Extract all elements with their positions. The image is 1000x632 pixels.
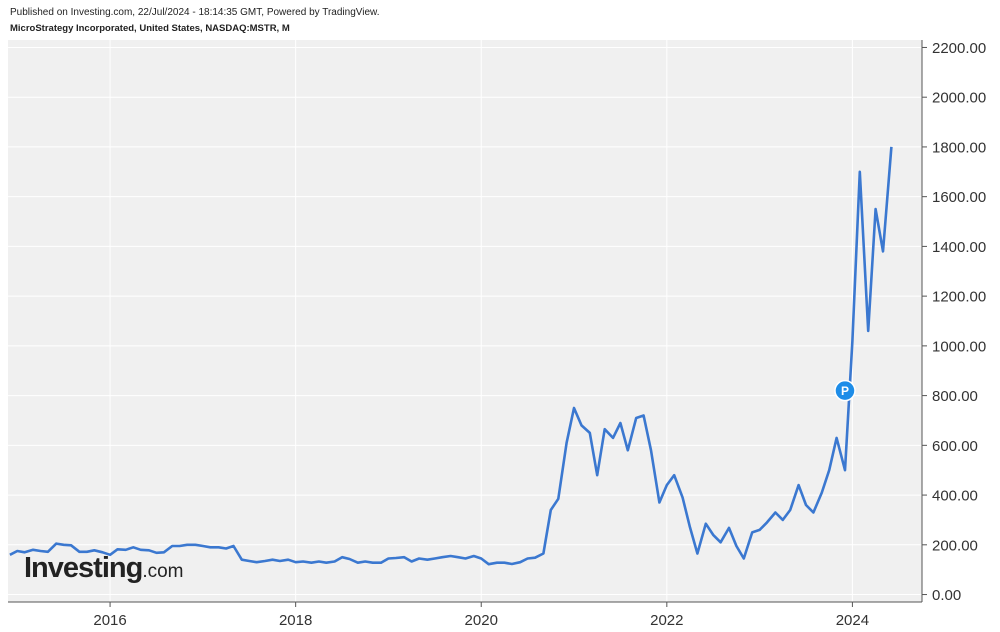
x-axis: 2016 2018 2020 2022 2024: [8, 601, 922, 629]
x-tick-label: 2022: [650, 612, 683, 629]
price-line: [9, 146, 893, 566]
y-tick-label: 1000.00: [932, 338, 986, 355]
x-tick-label: 2018: [279, 612, 312, 629]
y-tick-label: 1600.00: [932, 189, 986, 206]
y-tick-label: 800.00: [932, 388, 978, 405]
y-axis: 0.00 200.00 400.00 600.00 800.00 1000.00 1200.…: [921, 40, 986, 604]
y-tick-label: 1800.00: [932, 139, 986, 156]
y-tick-label: 2000.00: [932, 90, 986, 107]
logo-main-text: Investing: [24, 552, 143, 584]
investing-logo: Investing.com: [24, 552, 184, 585]
grid-lines: [8, 40, 922, 602]
y-tick-label: 2200.00: [932, 40, 986, 57]
y-tick-label: 1200.00: [932, 289, 986, 306]
p-marker-label[interactable]: P: [841, 384, 849, 398]
y-tick-label: 1400.00: [932, 239, 986, 256]
y-tick-label: 400.00: [932, 488, 978, 505]
y-tick-label: 0.00: [932, 587, 961, 604]
x-tick-label: 2016: [93, 612, 126, 629]
publisher-note: Published on Investing.com, 22/Jul/2024 …: [10, 7, 380, 18]
p-marker-circle[interactable]: [834, 379, 856, 402]
plot-area: [8, 40, 922, 602]
p-marker[interactable]: P: [834, 379, 856, 402]
y-tick-label: 600.00: [932, 438, 978, 455]
symbol-title: MicroStrategy Incorporated, United State…: [10, 23, 290, 34]
y-tick-label: 200.00: [932, 537, 978, 554]
x-tick-label: 2020: [465, 612, 498, 629]
x-tick-label: 2024: [836, 612, 869, 629]
logo-domain-text: .com: [142, 561, 184, 582]
